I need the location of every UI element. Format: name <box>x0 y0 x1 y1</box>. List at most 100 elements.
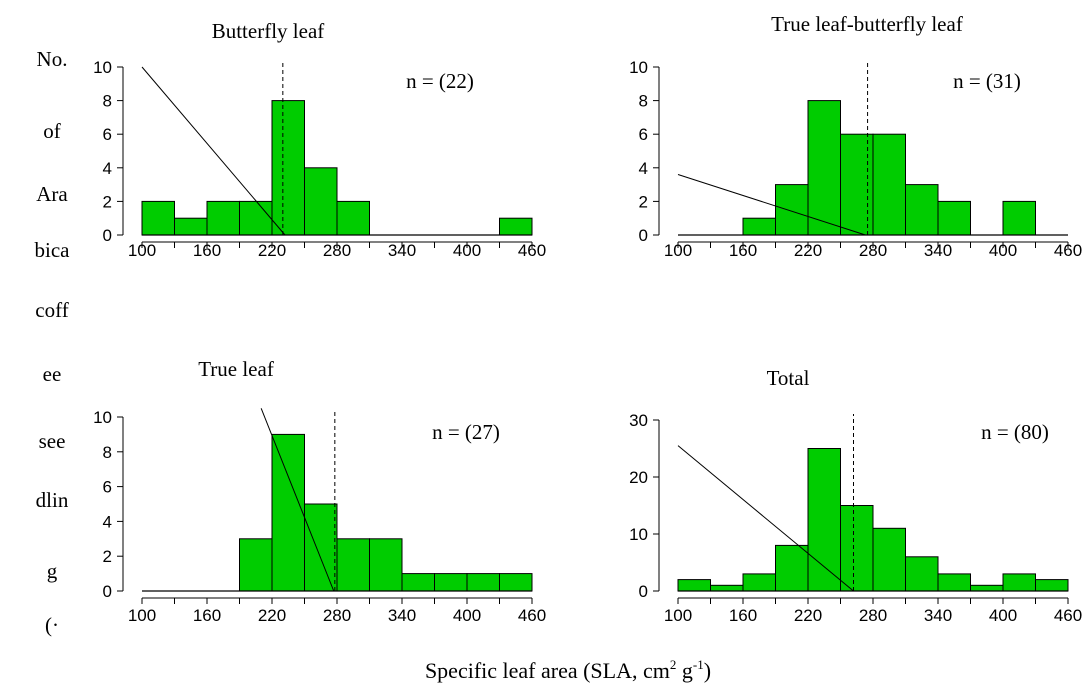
x-tick-label: 160 <box>729 241 757 260</box>
panel-title: True leaf <box>198 357 274 381</box>
histogram-bar <box>807 100 841 236</box>
y-axis-label-line: No. <box>37 47 68 71</box>
histogram-bar <box>369 538 403 592</box>
y-tick-label: 30 <box>629 411 648 430</box>
histogram-bar <box>141 200 175 236</box>
histogram-bar <box>271 433 305 592</box>
histogram-bar <box>905 184 939 236</box>
y-axis-label-line: (· <box>45 613 59 637</box>
histogram-bar <box>499 217 533 236</box>
y-tick-label: 6 <box>639 125 648 144</box>
y-tick-label: 0 <box>639 226 648 245</box>
x-tick-label: 400 <box>989 606 1017 625</box>
histogram-bar <box>742 573 776 592</box>
histogram-bar <box>1035 579 1069 592</box>
x-tick-label: 400 <box>453 606 481 625</box>
sample-size-label: n = (80) <box>981 420 1049 444</box>
histogram-bar <box>336 200 370 236</box>
y-axis-label-line: of <box>43 119 61 143</box>
x-tick-label: 160 <box>193 606 221 625</box>
x-tick-label: 460 <box>1054 241 1082 260</box>
histogram-bar <box>401 573 435 592</box>
trend-line <box>260 408 335 592</box>
x-tick-label: 340 <box>924 606 952 625</box>
x-tick-label: 220 <box>258 606 286 625</box>
y-tick-label: 10 <box>629 58 648 77</box>
histogram-bar <box>271 100 305 236</box>
x-tick-label: 460 <box>518 241 546 260</box>
y-axis-label-line: dlin <box>36 488 69 512</box>
x-tick-label: 220 <box>794 606 822 625</box>
y-tick-label: 4 <box>639 159 648 178</box>
x-tick-label: 400 <box>989 241 1017 260</box>
histogram-bar <box>937 573 971 592</box>
sample-size-label: n = (22) <box>406 69 474 93</box>
histogram-panel: True leaf n = (27) 100 160 220 280 340 400 460 0 2… <box>93 357 546 625</box>
x-tick-label: 280 <box>323 606 351 625</box>
x-tick-label: 460 <box>518 606 546 625</box>
y-axis-label-line: see <box>39 429 66 453</box>
y-axis-label: No. of Ara bica coff ee see dlin g (· <box>35 47 71 637</box>
y-tick-label: 2 <box>103 547 112 566</box>
histogram-bar <box>840 505 874 592</box>
panel-title: Butterfly leaf <box>212 19 325 43</box>
y-axis-label-line: coff <box>35 298 68 322</box>
trend-line <box>677 445 854 592</box>
histogram-bar <box>336 538 370 592</box>
x-tick-label: 400 <box>453 241 481 260</box>
histogram-bar <box>677 579 711 592</box>
x-tick-label: 100 <box>128 241 156 260</box>
histogram-bar <box>304 503 338 592</box>
x-tick-label: 220 <box>258 241 286 260</box>
histogram-bar <box>775 544 809 592</box>
y-tick-label: 8 <box>103 443 112 462</box>
sample-size-label: n = (27) <box>432 420 500 444</box>
x-tick-label: 340 <box>388 241 416 260</box>
x-tick-label: 160 <box>193 241 221 260</box>
y-tick-label: 10 <box>629 525 648 544</box>
y-tick-label: 2 <box>103 192 112 211</box>
x-tick-label: 100 <box>128 606 156 625</box>
histogram-bar <box>872 527 906 592</box>
x-tick-label: 460 <box>1054 606 1082 625</box>
histogram-panel: Total n = (80) 100 160 220 280 340 400 460 0 10 20 3… <box>629 366 1082 625</box>
histogram-bar <box>807 448 841 592</box>
histogram-bar <box>742 217 776 236</box>
histogram-bar <box>840 133 874 236</box>
y-tick-label: 0 <box>639 582 648 601</box>
histogram-bar <box>905 556 939 592</box>
x-tick-label: 160 <box>729 606 757 625</box>
panel-title: Total <box>767 366 810 390</box>
y-tick-label: 0 <box>103 582 112 601</box>
y-tick-label: 4 <box>103 159 112 178</box>
histogram-bar <box>775 184 809 236</box>
histogram-bar <box>499 573 533 592</box>
histogram-bar <box>239 200 273 236</box>
x-tick-label: 280 <box>859 606 887 625</box>
trend-line <box>677 174 866 236</box>
histogram-bar <box>1002 573 1036 592</box>
x-tick-label: 100 <box>664 241 692 260</box>
y-axis-label-line: g <box>47 559 58 583</box>
trend-line <box>141 66 286 236</box>
x-axis-label: Specific leaf area (SLA, cm2 g-1) <box>425 657 711 683</box>
histogram-bar <box>970 584 1004 592</box>
y-axis-label-line: ee <box>43 362 62 386</box>
histogram-bar <box>937 200 971 236</box>
y-tick-label: 10 <box>93 408 112 427</box>
histogram-bar <box>466 573 500 592</box>
histogram-bar <box>710 584 744 592</box>
histogram-bar <box>174 217 208 236</box>
y-tick-label: 4 <box>103 512 112 531</box>
y-tick-label: 20 <box>629 468 648 487</box>
y-tick-label: 2 <box>639 192 648 211</box>
y-tick-label: 6 <box>103 125 112 144</box>
histogram-bar <box>206 200 240 236</box>
histogram-bar <box>1002 200 1036 236</box>
y-tick-label: 8 <box>639 92 648 111</box>
sample-size-label: n = (31) <box>953 69 1021 93</box>
x-tick-label: 100 <box>664 606 692 625</box>
